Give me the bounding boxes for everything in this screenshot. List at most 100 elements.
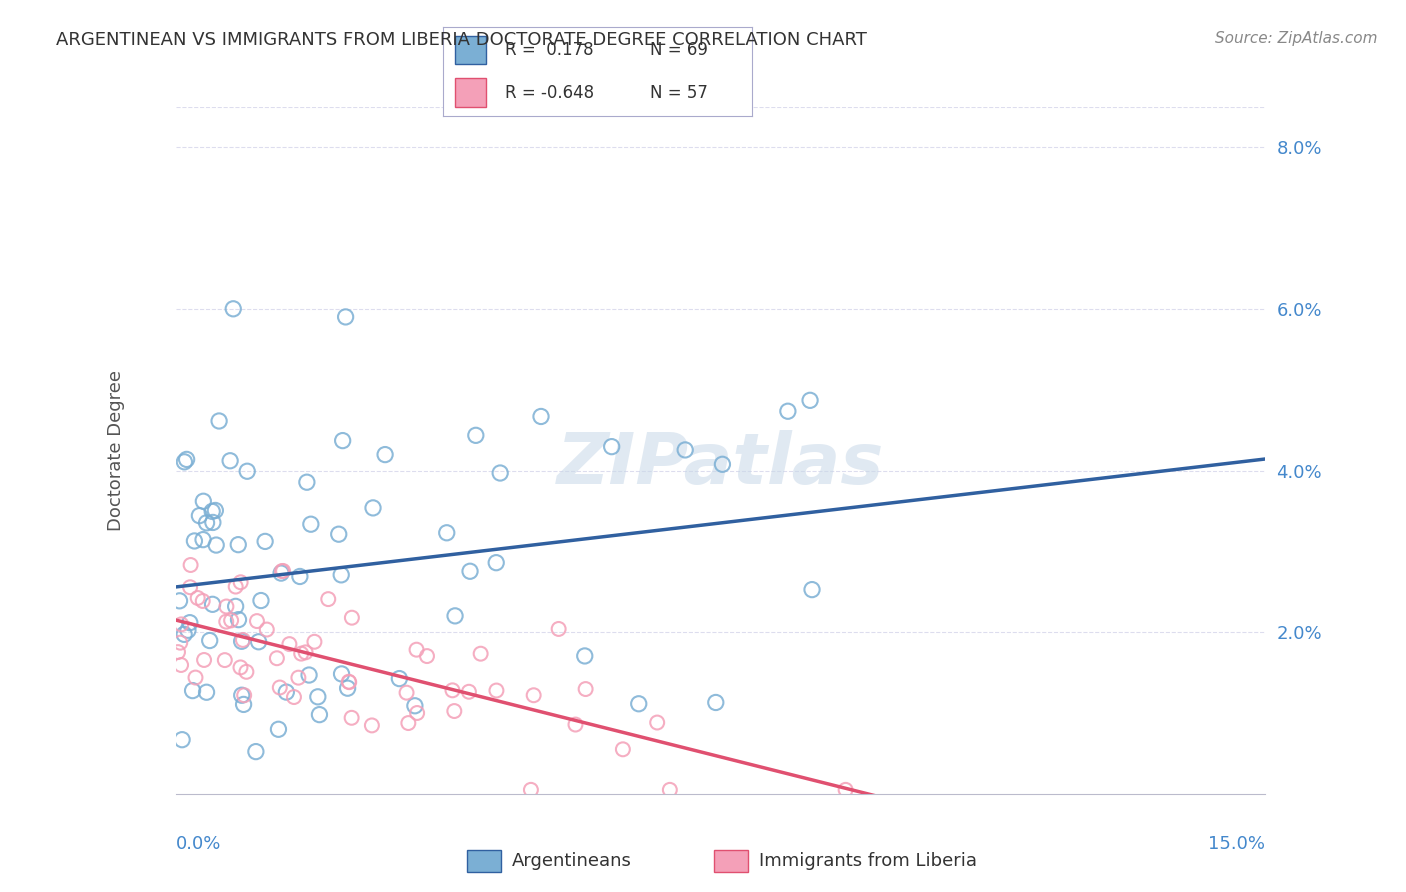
Point xyxy=(304,634,326,648)
Point xyxy=(340,610,363,624)
Point xyxy=(205,538,228,552)
Point xyxy=(658,782,681,797)
Point xyxy=(247,634,270,648)
Point xyxy=(340,711,363,725)
Point xyxy=(278,637,301,651)
Point xyxy=(250,593,273,607)
Point xyxy=(201,516,224,530)
Point xyxy=(612,742,634,756)
Point xyxy=(215,615,238,629)
Point xyxy=(464,428,486,442)
Point xyxy=(799,393,821,408)
Point xyxy=(564,717,586,731)
Text: N = 57: N = 57 xyxy=(650,84,709,102)
Point xyxy=(458,564,481,578)
Text: Doctorate Degree: Doctorate Degree xyxy=(107,370,125,531)
Point xyxy=(574,648,596,663)
Point xyxy=(332,434,354,448)
Point xyxy=(214,653,236,667)
Text: Source: ZipAtlas.com: Source: ZipAtlas.com xyxy=(1215,31,1378,46)
Point xyxy=(645,715,668,730)
Point xyxy=(288,569,311,583)
Point xyxy=(600,440,623,454)
Point xyxy=(201,597,224,611)
Point xyxy=(290,647,312,661)
Point xyxy=(269,681,291,695)
Point xyxy=(219,614,242,628)
Point xyxy=(225,599,247,614)
Point xyxy=(177,624,200,638)
Text: 0.0%: 0.0% xyxy=(176,835,221,853)
Bar xyxy=(456,36,486,64)
Point xyxy=(188,508,211,523)
Point xyxy=(316,592,339,607)
Text: R =  0.178: R = 0.178 xyxy=(505,41,593,59)
Point xyxy=(245,745,267,759)
Text: ARGENTINEAN VS IMMIGRANTS FROM LIBERIA DOCTORATE DEGREE CORRELATION CHART: ARGENTINEAN VS IMMIGRANTS FROM LIBERIA D… xyxy=(56,31,868,49)
Point xyxy=(204,503,226,517)
Point xyxy=(181,683,204,698)
Point xyxy=(416,649,439,664)
Point xyxy=(198,633,221,648)
Point xyxy=(270,566,292,580)
Text: Argentineans: Argentineans xyxy=(512,852,631,870)
Bar xyxy=(456,78,486,107)
Point xyxy=(444,608,467,623)
Point xyxy=(170,617,193,632)
Point xyxy=(179,580,201,594)
Point xyxy=(361,718,384,732)
Point xyxy=(396,716,419,731)
Point xyxy=(406,706,429,720)
Point xyxy=(489,466,512,480)
Point xyxy=(179,615,201,630)
Point xyxy=(520,782,543,797)
Point xyxy=(336,681,359,696)
Point xyxy=(673,442,696,457)
Point xyxy=(246,614,269,628)
Point xyxy=(485,556,508,570)
Point xyxy=(404,698,426,713)
Point xyxy=(361,500,384,515)
Point xyxy=(176,452,198,467)
Point xyxy=(170,658,193,673)
Point xyxy=(711,458,734,472)
Point xyxy=(195,516,218,530)
Point xyxy=(330,567,353,582)
Point xyxy=(193,494,215,508)
Point xyxy=(458,685,481,699)
Point xyxy=(235,665,257,679)
Point xyxy=(225,580,247,594)
Point xyxy=(231,688,253,702)
Point xyxy=(172,732,194,747)
Point xyxy=(231,634,253,648)
Point xyxy=(195,685,218,699)
Point xyxy=(270,564,292,578)
Point xyxy=(337,675,360,690)
Point xyxy=(232,632,254,647)
Point xyxy=(208,414,231,428)
Point xyxy=(485,683,508,698)
Text: R = -0.648: R = -0.648 xyxy=(505,84,593,102)
Point xyxy=(256,623,278,637)
Point xyxy=(436,525,458,540)
Point xyxy=(704,696,727,710)
Point xyxy=(295,475,318,490)
Point xyxy=(173,455,195,469)
Point xyxy=(169,635,191,649)
Point xyxy=(229,660,252,674)
Point xyxy=(169,594,191,608)
Point xyxy=(183,533,205,548)
Point xyxy=(228,613,250,627)
Point xyxy=(236,464,259,478)
Point xyxy=(283,690,305,704)
Point xyxy=(298,668,321,682)
Point xyxy=(395,686,418,700)
Point xyxy=(328,527,350,541)
Point xyxy=(337,674,360,689)
Point xyxy=(173,627,195,641)
Text: N = 69: N = 69 xyxy=(650,41,709,59)
Point xyxy=(267,723,290,737)
Point xyxy=(547,622,569,636)
Point xyxy=(219,454,242,468)
Text: Immigrants from Liberia: Immigrants from Liberia xyxy=(759,852,977,870)
